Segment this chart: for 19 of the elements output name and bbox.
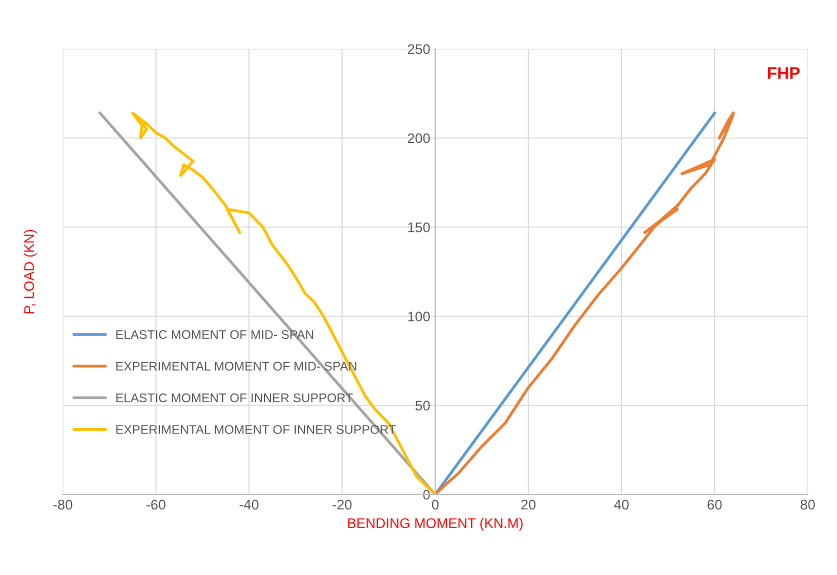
x-tick-label: -80 <box>53 500 72 510</box>
x-tick-label: -40 <box>240 500 258 510</box>
y-tick-label: 50 <box>415 400 430 411</box>
y-axis-title: P, LOAD (KN) <box>24 230 37 314</box>
x-tick-label: 0 <box>432 500 439 510</box>
x-tick-label: -20 <box>332 500 352 510</box>
x-tick-label: 40 <box>614 500 629 510</box>
y-tick-label: 200 <box>408 133 430 144</box>
legend-label: ELASTIC MOMENT OF MID- SPAN <box>116 330 314 339</box>
x-tick-label: 20 <box>521 500 536 510</box>
x-tick-label: 60 <box>708 500 722 510</box>
y-tick-label: 150 <box>408 222 430 232</box>
y-tick-label: 250 <box>408 44 430 54</box>
x-axis-title: BENDING MOMENT (KN.M) <box>348 518 523 531</box>
y-tick-label: 100 <box>408 312 430 322</box>
annotation: FHP <box>768 67 800 79</box>
legend-label: ELASTIC MOMENT OF INNER SUPPORT <box>116 393 353 402</box>
x-tick-label: 80 <box>800 500 815 510</box>
x-tick-label: -60 <box>146 500 166 510</box>
